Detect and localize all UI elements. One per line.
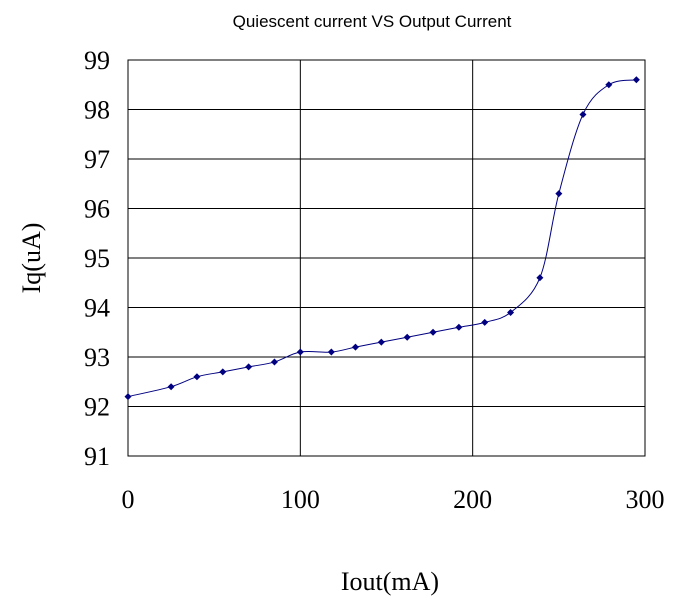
data-point — [536, 274, 544, 282]
data-point — [507, 308, 515, 316]
data-point — [579, 110, 587, 118]
y-tick-label: 94 — [84, 294, 110, 323]
series-line — [127, 79, 637, 398]
data-point — [481, 318, 489, 326]
data-point — [245, 363, 253, 371]
chart-title: Quiescent current VS Output Current — [233, 12, 512, 31]
data-point — [555, 190, 563, 198]
y-tick-label: 99 — [84, 46, 110, 75]
data-point — [403, 333, 411, 341]
x-tick-label: 300 — [626, 485, 665, 514]
plot-border — [127, 59, 646, 457]
data-point — [193, 373, 201, 381]
y-tick-label: 98 — [84, 96, 110, 125]
data-point — [327, 348, 335, 356]
data-point — [219, 368, 227, 376]
y-axis-label: Iq(uA) — [17, 223, 46, 294]
data-point — [377, 338, 385, 346]
data-point — [167, 383, 175, 391]
y-tick-label: 95 — [84, 244, 110, 273]
data-point — [124, 393, 132, 401]
y-tick-label: 97 — [84, 145, 110, 174]
data-point — [270, 358, 278, 366]
x-tick-label: 200 — [453, 485, 492, 514]
x-axis-label: Iout(mA) — [341, 567, 439, 596]
data-point — [605, 81, 613, 89]
x-tick-label: 100 — [281, 485, 320, 514]
data-point — [455, 323, 463, 331]
y-tick-label: 91 — [84, 442, 110, 471]
data-point — [296, 348, 304, 356]
data-point — [429, 328, 437, 336]
data-point — [632, 76, 640, 84]
data-point — [351, 343, 359, 351]
y-tick-label: 96 — [84, 195, 110, 224]
y-tick-label: 93 — [84, 343, 110, 372]
y-tick-label: 92 — [84, 393, 110, 422]
x-tick-label: 0 — [122, 485, 135, 514]
